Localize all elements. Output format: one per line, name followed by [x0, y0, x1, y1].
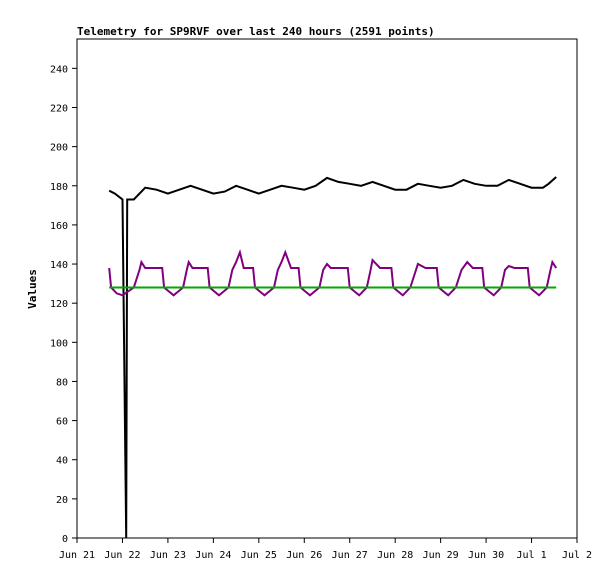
- series-layer: [108, 176, 558, 539]
- y-tick-label: 180: [50, 182, 68, 193]
- x-tick-label: Jun 23: [150, 550, 186, 561]
- plot-frame: [76, 38, 578, 539]
- x-tick-label: Jun 21: [59, 550, 95, 561]
- x-tick-label: Jun 25: [241, 550, 277, 561]
- x-tick-label: Jun 22: [104, 550, 140, 561]
- y-tick-label: 240: [50, 64, 68, 75]
- x-tick-label: Jul 2: [562, 550, 592, 561]
- x-tick-label: Jun 30: [468, 550, 504, 561]
- y-tick-label: 40: [56, 456, 68, 467]
- y-tick-label: 140: [50, 260, 68, 271]
- y-tick-label: 20: [56, 495, 68, 506]
- x-tick-label: Jun 29: [423, 550, 459, 561]
- x-tick-label: Jun 27: [332, 550, 368, 561]
- y-tick-label: 220: [50, 103, 68, 114]
- y-axis: 0 20 40 60 80 100 120 140 160 180 200 220 240: [50, 64, 77, 545]
- y-tick-label: 80: [56, 377, 68, 388]
- x-tick-label: Jun 28: [377, 550, 413, 561]
- series-line-1: [108, 176, 557, 539]
- y-tick-label: 160: [50, 221, 68, 232]
- y-tick-label: 100: [50, 338, 68, 349]
- y-axis-label: Values: [26, 269, 39, 309]
- y-tick-label: 200: [50, 143, 68, 154]
- y-tick-label: 0: [62, 534, 68, 545]
- x-tick-label: Jun 26: [286, 550, 322, 561]
- chart-title: Telemetry for SP9RVF over last 240 hours…: [77, 25, 435, 38]
- x-axis: Jun 21 Jun 22 Jun 23 Jun 24 Jun 25 Jun 26 Jun …: [59, 538, 592, 561]
- x-tick-label: Jun 24: [195, 550, 231, 561]
- y-tick-label: 120: [50, 299, 68, 310]
- x-tick-label: Jul 1: [516, 550, 546, 561]
- y-tick-label: 60: [56, 417, 68, 428]
